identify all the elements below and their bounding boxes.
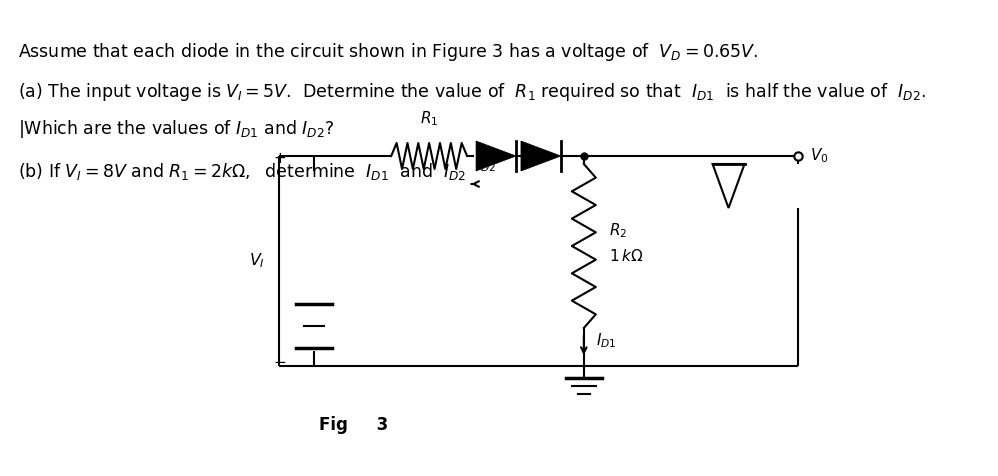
- Text: |Which are the values of $I_{D1}$ and $I_{D2}$?: |Which are the values of $I_{D1}$ and $I…: [18, 118, 334, 140]
- Polygon shape: [476, 141, 516, 171]
- Text: Assume that each diode in the circuit shown in Figure 3 has a voltage of  $V_D =: Assume that each diode in the circuit sh…: [18, 41, 758, 63]
- Polygon shape: [521, 141, 561, 171]
- Text: +: +: [273, 151, 285, 166]
- Text: $R_2$: $R_2$: [609, 222, 627, 240]
- Text: $-$: $-$: [272, 353, 286, 368]
- Text: $I_{D2}$: $I_{D2}$: [476, 155, 497, 174]
- Text: (a) The input voltage is $V_I = 5V$.  Determine the value of  $R_1$ required so : (a) The input voltage is $V_I = 5V$. Det…: [18, 81, 926, 103]
- Text: $I_{D1}$: $I_{D1}$: [596, 331, 616, 350]
- Text: $R_1$: $R_1$: [420, 109, 438, 128]
- Text: $V_I$: $V_I$: [249, 252, 264, 270]
- Text: (b) If $V_I = 8V$ and $R_1 = 2k\Omega,$  determine  $I_{D1}$  and  $I_{D2}$: (b) If $V_I = 8V$ and $R_1 = 2k\Omega,$ …: [18, 161, 466, 182]
- Text: $1\,k\Omega$: $1\,k\Omega$: [609, 248, 643, 264]
- Text: $V_0$: $V_0$: [810, 147, 829, 165]
- Text: Fig     3: Fig 3: [319, 416, 388, 434]
